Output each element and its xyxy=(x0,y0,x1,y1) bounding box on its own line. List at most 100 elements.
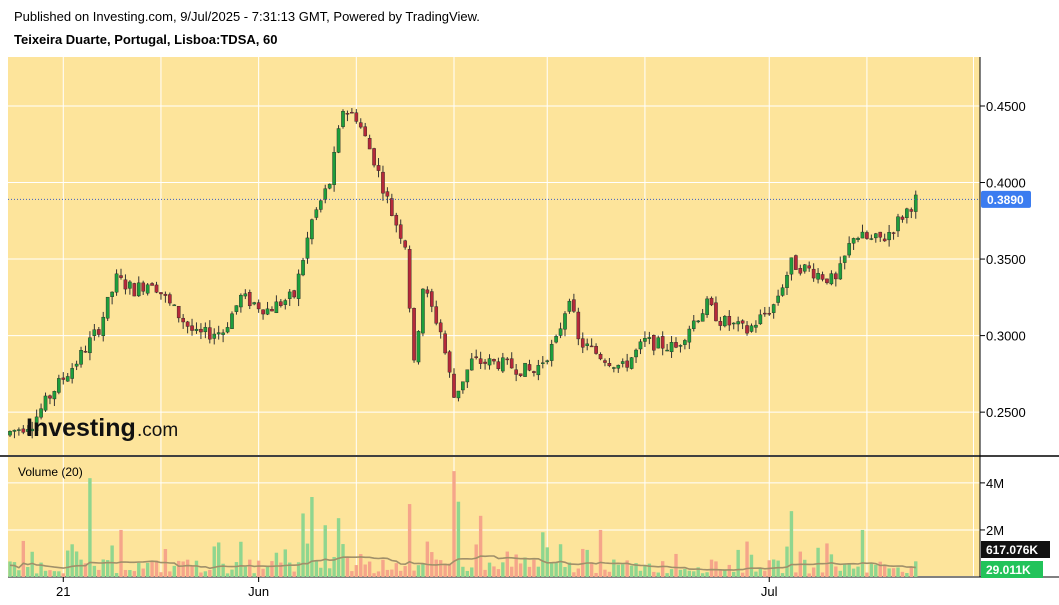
volume-bar xyxy=(12,562,17,577)
volume-bar xyxy=(554,562,558,577)
volume-bar xyxy=(403,566,407,577)
volume-bar xyxy=(474,544,478,577)
volume-bar xyxy=(341,544,345,577)
candle-body xyxy=(92,329,97,336)
candle-body xyxy=(252,302,257,305)
chart-title: Teixeira Duarte, Portugal, Lisboa:TDSA, … xyxy=(14,32,278,47)
price-tick-label: 0.3500 xyxy=(986,252,1026,267)
volume-bar xyxy=(274,552,279,577)
volume-bar xyxy=(456,501,461,577)
volume-bar xyxy=(860,529,865,577)
candle-body xyxy=(882,238,887,242)
volume-bar xyxy=(168,571,172,577)
volume-bar xyxy=(74,551,79,577)
candle-body xyxy=(39,408,43,418)
candle-body xyxy=(749,325,754,332)
candle-body xyxy=(172,304,177,307)
volume-bar xyxy=(567,562,572,577)
volume-bar xyxy=(683,568,687,577)
candle-body xyxy=(856,237,860,240)
volume-bar xyxy=(296,562,301,577)
volume-bar xyxy=(527,566,532,577)
candle-body xyxy=(718,321,723,326)
candle-body xyxy=(34,416,39,431)
candle-body xyxy=(842,255,847,263)
volume-bar xyxy=(589,562,594,577)
candle-body xyxy=(301,260,305,276)
volume-bar xyxy=(359,554,363,577)
candle-body xyxy=(141,282,146,292)
candle-body xyxy=(88,337,92,354)
candle-body xyxy=(678,345,683,347)
candle-body xyxy=(731,322,736,325)
candle-body xyxy=(57,378,61,393)
candle-body xyxy=(771,304,776,313)
candle-body xyxy=(825,278,829,284)
volume-bar xyxy=(492,566,496,577)
volume-bar xyxy=(88,478,92,577)
volume-bar xyxy=(137,562,141,577)
volume-bar xyxy=(438,560,443,577)
volume-bar xyxy=(501,562,505,577)
investing-logo: Investing .com xyxy=(26,414,178,442)
volume-bar xyxy=(225,573,230,577)
candle-body xyxy=(913,194,918,212)
candle-body xyxy=(545,360,550,363)
volume-bar xyxy=(327,568,332,577)
volume-bar xyxy=(510,566,514,577)
volume-bar xyxy=(61,573,65,577)
volume-bar xyxy=(243,566,248,577)
candle-body xyxy=(8,431,12,436)
volume-bar xyxy=(505,551,509,577)
volume-bar xyxy=(376,571,381,577)
candle-body xyxy=(114,273,119,293)
volume-bar xyxy=(128,570,132,577)
candle-body xyxy=(123,279,128,290)
candle-body xyxy=(563,313,567,330)
volume-bar xyxy=(900,571,905,577)
candle-body xyxy=(292,290,296,298)
last-price-value: 0.3890 xyxy=(987,193,1024,207)
candle-body xyxy=(176,306,181,319)
volume-last-value: 29.011K xyxy=(986,563,1031,577)
volume-bar xyxy=(763,570,767,577)
candle-body xyxy=(425,289,430,294)
candle-body xyxy=(643,338,647,342)
volume-bar xyxy=(314,560,319,577)
volume-bar xyxy=(807,573,811,577)
volume-bar xyxy=(345,557,350,577)
last-price-badge-bg xyxy=(981,190,1031,208)
volume-ma-line xyxy=(9,555,916,571)
volume-bar xyxy=(141,568,145,577)
candle-body xyxy=(558,328,563,336)
last-price-badge: 0.3890 xyxy=(981,190,1031,208)
candle-body xyxy=(714,302,718,322)
candle-body xyxy=(767,313,772,315)
candle-body xyxy=(598,354,603,360)
volume-label: Volume (20) xyxy=(18,465,83,479)
candle-body xyxy=(829,273,834,285)
volume-bar xyxy=(660,561,665,577)
volume-bar xyxy=(323,525,327,577)
volume-bar xyxy=(594,572,598,577)
candle-body xyxy=(905,208,909,218)
volume-bar xyxy=(234,562,239,577)
candle-body xyxy=(12,429,17,432)
candle-body xyxy=(456,390,461,399)
volume-ma-value: 617.076K xyxy=(986,543,1038,557)
volume-bar xyxy=(518,563,523,577)
volume-bar xyxy=(92,565,97,577)
candle-body xyxy=(860,231,865,239)
volume-bar xyxy=(629,565,634,577)
volume-bar xyxy=(372,573,376,577)
volume-bar xyxy=(851,568,856,577)
volume-bar xyxy=(656,572,660,577)
candle-body xyxy=(705,298,709,315)
volume-bar xyxy=(248,559,252,577)
candle-body xyxy=(514,369,518,375)
volume-bar xyxy=(669,569,674,577)
volume-bar xyxy=(692,571,696,577)
candle-body xyxy=(279,301,283,306)
candle-body xyxy=(509,358,514,369)
